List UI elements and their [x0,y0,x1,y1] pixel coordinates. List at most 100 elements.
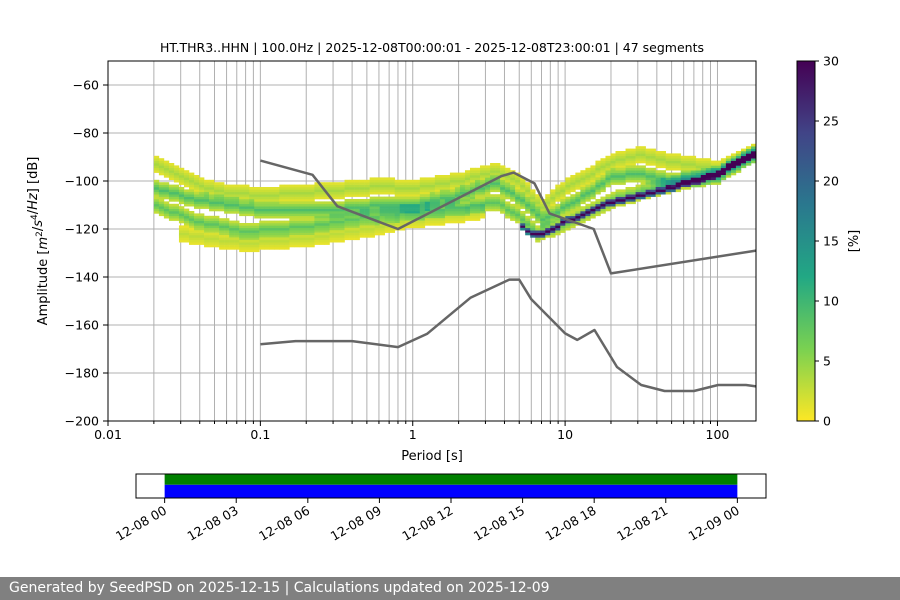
psd-cell [173,211,180,214]
psd-cell [645,170,651,173]
psd-cell [520,177,526,181]
psd-cell [224,189,230,193]
psd-cell [284,213,290,217]
psd-cell [545,230,551,233]
psd-cell [299,191,305,195]
psd-cell [660,151,666,154]
psd-cell [254,203,260,207]
psd-cell [545,199,551,202]
psd-cell [635,155,641,159]
psd-cell [655,172,661,176]
psd-cell [194,235,200,238]
psd-cell [199,201,205,205]
psd-cell [384,196,391,200]
psd-cell [334,201,340,205]
psd-cell [560,223,566,226]
psd-cell [173,187,180,190]
psd-cell [655,177,661,181]
psd-cell [244,223,250,226]
psd-cell [384,191,391,195]
psd-cell [204,194,210,197]
psd-cell [520,213,526,217]
psd-cell [530,201,536,205]
psd-cell [359,232,365,236]
psd-cell [750,146,757,149]
psd-cell [324,235,330,238]
psd-cell [449,191,456,195]
psd-cell [244,232,250,236]
psd-cell [214,189,220,193]
x-tick-label: 100 [706,427,730,442]
psd-cell [289,215,295,219]
psd-cell [153,155,160,159]
psd-cell [475,215,481,219]
psd-cell [525,187,531,190]
psd-cell [214,232,220,236]
psd-cell [158,194,165,197]
psd-cell [314,232,320,236]
psd-cell [459,220,466,224]
psd-cell [585,175,591,178]
psd-cell [359,206,365,209]
psd-cell [439,220,446,224]
psd-cell [168,203,175,207]
psd-cell [229,201,235,205]
psd-cell [299,196,305,200]
psd-cell [500,187,506,190]
psd-cell [289,237,295,241]
psd-cell [535,237,541,241]
psd-cell [354,230,360,233]
psd-cell [424,182,431,185]
psd-cell [690,155,697,159]
psd-cell [329,230,335,233]
psd-cell [153,199,160,202]
psd-cell [188,232,195,236]
psd-chart: 0.01 0.1 1 10 100 −60−80−100−120−140−160−180… [26,40,862,544]
psd-cell [605,167,611,171]
psd-cell [475,167,481,171]
psd-cell [540,203,546,207]
psd-cell [665,158,671,161]
psd-cell [555,225,561,229]
psd-cell [469,172,476,176]
psd-cell [570,199,576,202]
psd-cell [214,184,220,188]
psd-cell [475,182,481,185]
psd-cell [675,172,682,176]
psd-cell [555,194,561,197]
psd-cell [274,227,280,231]
psd-cell [444,182,451,185]
psd-cell [239,232,245,236]
psd-cell [214,225,220,229]
psd-cell [299,242,305,245]
psd-cell [399,182,406,185]
psd-cell [595,187,601,190]
psd-cell [710,177,717,181]
psd-cell [329,191,335,195]
psd-cell [309,184,315,188]
psd-cell [500,196,506,200]
psd-cell [690,172,697,176]
psd-cell [745,146,752,149]
colorbar-tick-label: 0 [823,414,831,429]
psd-cell [163,160,170,164]
psd-cell [178,187,185,190]
psd-cell [485,175,491,178]
psd-cell [188,237,195,241]
psd-cell [480,211,486,214]
psd-cell [570,203,576,207]
psd-cell [289,194,295,197]
psd-cell [229,239,235,243]
psd-cell [525,182,531,185]
psd-cell [444,196,451,200]
psd-cell [625,172,631,176]
psd-cell [294,203,300,207]
psd-cell [550,218,556,221]
psd-cell [655,165,661,169]
psd-cell [735,165,742,169]
psd-cell [510,170,516,173]
psd-cell [635,160,641,164]
psd-cell [565,196,571,200]
psd-cell [454,199,461,202]
psd-cell [329,215,335,219]
